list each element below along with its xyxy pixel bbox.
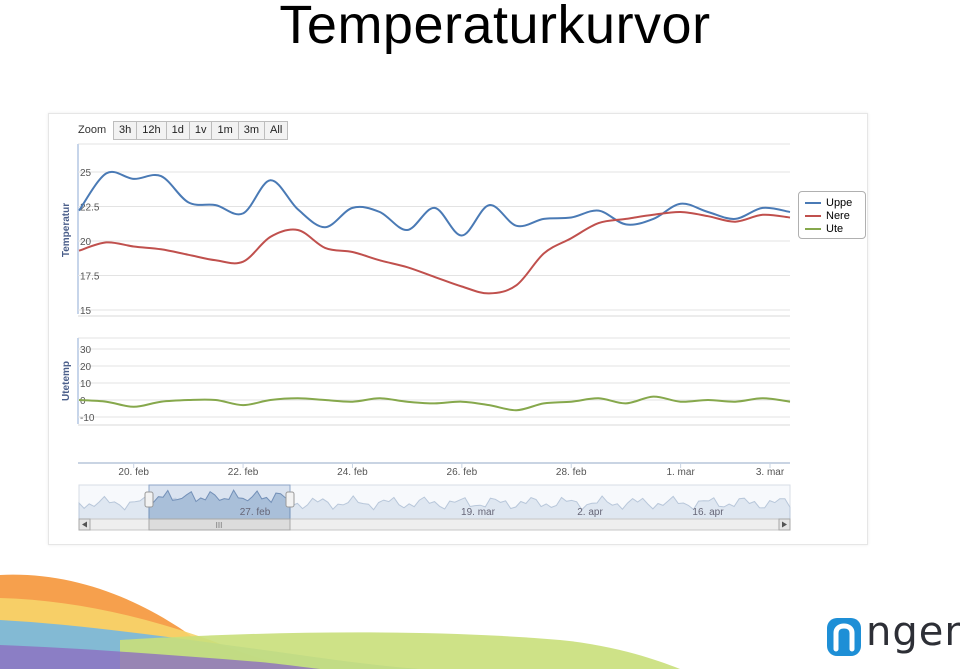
- x-tick-label: 20. feb: [118, 467, 149, 478]
- legend-item-nere[interactable]: Nere: [805, 210, 850, 222]
- navigator-date-label: 2. apr: [577, 507, 603, 518]
- zoom-12h-button[interactable]: 12h: [136, 121, 167, 140]
- main-y-tick-label: 25: [80, 168, 92, 179]
- chart-panel: [48, 113, 868, 545]
- legend-label-uppe: Uppe: [826, 197, 853, 209]
- main-y-tick-label: 22.5: [80, 203, 100, 214]
- ute-y-tick-label: -10: [80, 413, 95, 424]
- x-tick-label: 3. mar: [756, 467, 785, 478]
- main-y-tick-label: 20: [80, 237, 92, 248]
- x-tick-label: 1. mar: [666, 467, 695, 478]
- zoom-3m-button[interactable]: 3m: [237, 121, 266, 140]
- zoom-all-button[interactable]: All: [264, 121, 289, 140]
- scrollbar-thumb[interactable]: [148, 518, 291, 531]
- ngenic-logo-icon: [827, 618, 861, 656]
- legend-swatch-ute: [805, 228, 821, 230]
- series-line-nere: [78, 210, 791, 295]
- legend-label-nere: Nere: [826, 210, 850, 222]
- ute-y-tick-label: 0: [80, 396, 86, 407]
- ute-y-axis-title: Utetemp: [61, 361, 72, 401]
- x-tick-label: 28. feb: [556, 467, 587, 478]
- zoom-1d-button[interactable]: 1d: [165, 121, 190, 140]
- arrow-left-icon: [82, 521, 87, 528]
- slide-title: Temperaturkurvor: [279, 0, 711, 55]
- zoom-label: Zoom: [78, 124, 107, 136]
- ngenic-logo-text: ngenic: [866, 609, 960, 655]
- scrollbar-grip: III: [216, 521, 223, 530]
- series-line-ute: [78, 395, 791, 412]
- legend-swatch-nere: [805, 215, 821, 217]
- arrow-right-icon: [782, 521, 787, 528]
- ute-y-tick-label: 20: [80, 362, 92, 373]
- x-tick-label: 24. feb: [337, 467, 368, 478]
- navigator-selected-series: [148, 489, 291, 520]
- legend-item-ute[interactable]: Ute: [805, 223, 843, 235]
- main-y-tick-label: 15: [80, 306, 92, 317]
- navigator-right-handle[interactable]: [285, 491, 295, 508]
- navigator-date-label: 27. feb: [240, 507, 271, 518]
- main-y-axis-title: Temperatur: [61, 203, 72, 257]
- zoom-1m-button[interactable]: 1m: [211, 121, 239, 140]
- chart-legend: Uppe Nere Ute: [798, 191, 866, 239]
- navigator-date-label: 19. mar: [461, 507, 496, 518]
- legend-swatch-uppe: [805, 202, 821, 204]
- legend-label-ute: Ute: [826, 223, 844, 235]
- series-line-uppe: [78, 170, 791, 237]
- navigator-left-handle[interactable]: [144, 491, 154, 508]
- navigator-date-label: 16. apr: [692, 507, 724, 518]
- ute-y-tick-label: 10: [80, 379, 92, 390]
- x-tick-label: 22. feb: [228, 467, 259, 478]
- x-tick-label: 26. feb: [447, 467, 478, 478]
- zoom-button-group: 3h 12h 1d 1v 1m 3m All: [113, 121, 289, 140]
- ute-y-tick-label: 30: [80, 345, 92, 356]
- main-y-tick-label: 17.5: [80, 272, 100, 283]
- legend-item-uppe[interactable]: Uppe: [805, 197, 852, 209]
